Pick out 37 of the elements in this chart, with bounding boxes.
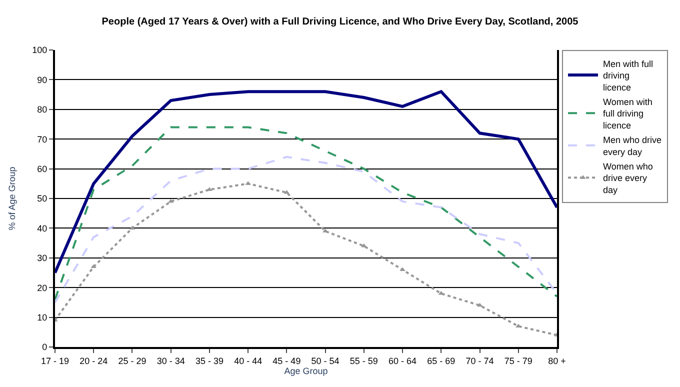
x-tick-label: 50 - 54 <box>311 356 340 366</box>
x-tick-label: 60 - 64 <box>388 356 417 366</box>
y-tick-label: 0 <box>42 342 48 352</box>
x-tick-label: 80 + <box>548 356 566 366</box>
y-tick-label: 50 <box>37 194 48 204</box>
line-series <box>55 156 557 304</box>
x-tick-label: 25 - 29 <box>118 356 146 366</box>
y-tick-label: 100 <box>32 45 48 56</box>
y-tick-label: 20 <box>37 282 48 293</box>
x-tick-label: 70 - 74 <box>466 356 494 366</box>
x-tick-label: 35 - 39 <box>195 356 224 366</box>
legend-label: Men with full driving licence <box>603 58 654 92</box>
y-tick-label: 10 <box>37 312 48 322</box>
line-series <box>55 126 557 300</box>
legend-label: Men who drive every day <box>603 135 662 157</box>
x-tick-label: 17 - 19 <box>40 356 70 366</box>
chart-title: People (Aged 17 Years & Over) with a Full Driving Licence, and Who Drive Every Day, Scotland, 2005 <box>102 16 579 28</box>
line-series <box>55 90 557 274</box>
x-tick-label: 45 - 49 <box>272 356 301 366</box>
y-tick-label: 70 <box>37 134 48 144</box>
x-tick-label: 55 - 59 <box>350 356 378 366</box>
x-axis-title: Age Group <box>284 366 328 376</box>
x-tick-label: 30 - 34 <box>156 356 185 366</box>
legend-label: Women with full driving licence <box>603 96 652 130</box>
y-tick-label: 90 <box>37 74 48 85</box>
x-tick-label: 20 - 24 <box>80 356 108 366</box>
point <box>400 267 406 272</box>
legend-label: Women who drive every day <box>603 161 653 195</box>
y-tick-label: 60 <box>37 164 48 174</box>
y-axis-title: % of Age Group <box>7 166 18 230</box>
x-tick-label: 75 - 79 <box>504 356 532 366</box>
line-series <box>55 181 557 336</box>
y-tick-label: 30 <box>37 253 48 264</box>
y-tick-label: 80 <box>37 104 48 115</box>
y-tick-label: 40 <box>37 223 48 234</box>
x-tick-label: 40 - 44 <box>234 356 262 366</box>
x-tick-label: 65 - 69 <box>427 356 456 366</box>
